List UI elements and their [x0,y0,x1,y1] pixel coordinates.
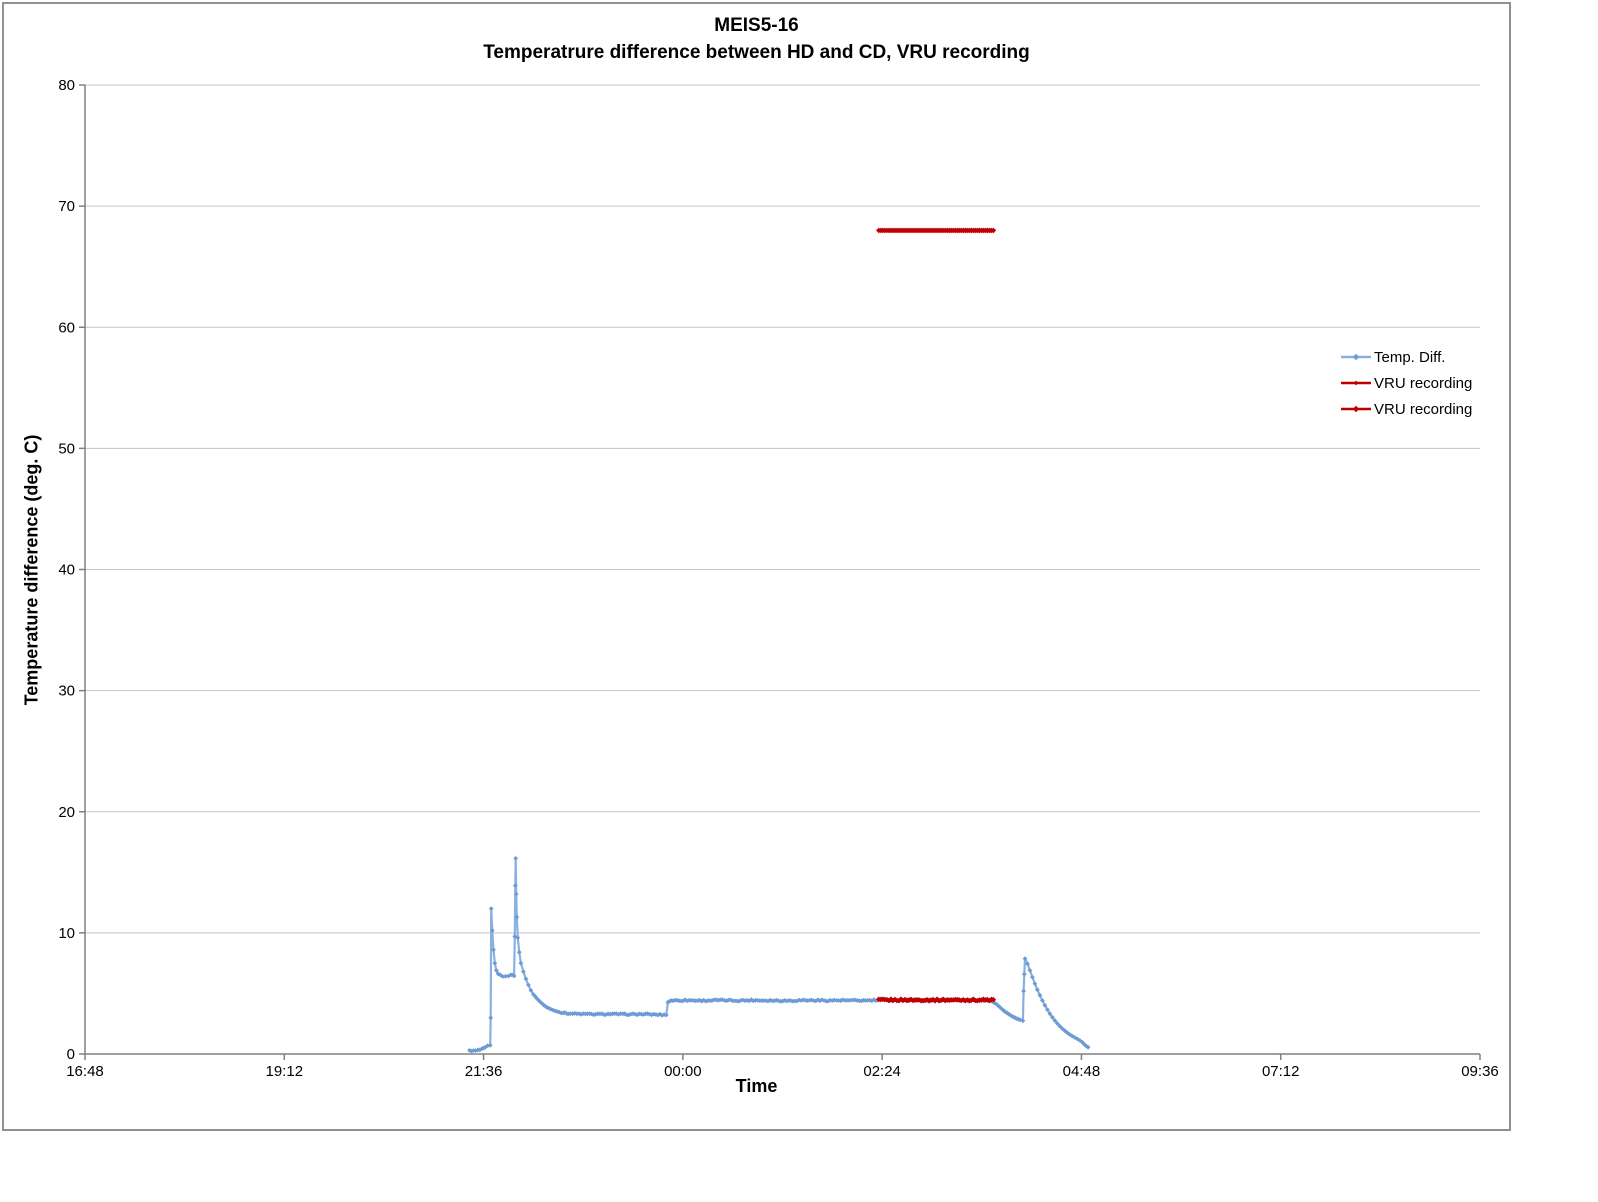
y-tick-label: 30 [58,683,75,700]
series-vru-recording-low-markers [876,996,997,1004]
series-vru-recording-high-markers [876,227,997,234]
x-tick-label: 00:00 [664,1063,702,1080]
legend-marker-icon [1341,353,1371,361]
legend-label: Temp. Diff. [1374,348,1446,366]
y-axis-title: Temperature difference (deg. C) [21,434,42,706]
series-temp-diff-markers [467,856,1091,1054]
legend-item-1: VRU recording [1340,370,1472,396]
y-tick-label: 40 [58,562,75,579]
x-tick-label: 07:12 [1262,1063,1300,1080]
legend-marker-icon [1341,405,1371,413]
chart-title: MEIS5-16 [714,15,799,36]
y-tick-label: 0 [67,1046,75,1063]
x-tick-label: 21:36 [465,1063,503,1080]
legend-marker-icon [1341,380,1371,386]
legend-item-0: Temp. Diff. [1340,344,1472,370]
chart-frame: MEIS5-16 Temperatrure difference between… [2,2,1511,1131]
legend-label: VRU recording [1374,374,1473,392]
x-tick-label: 09:36 [1461,1063,1499,1080]
x-tick-label: 16:48 [66,1063,104,1080]
legend: Temp. Diff. VRU recording VRU recording [1340,344,1472,422]
x-tick-label: 19:12 [266,1063,304,1080]
y-tick-label: 80 [58,77,75,94]
chart-subtitle: Temperatrure difference between HD and C… [483,42,1030,63]
y-tick-label: 20 [58,804,75,821]
legend-item-2: VRU recording [1340,396,1472,422]
x-tick-label: 04:48 [1063,1063,1101,1080]
y-tick-label: 10 [58,925,75,942]
series-temp-diff-line [469,857,1089,1053]
y-tick-label: 60 [58,319,75,336]
chart-title-block: MEIS5-16 Temperatrure difference between… [4,12,1509,66]
x-tick-label: 02:24 [863,1063,901,1080]
legend-label: VRU recording [1374,400,1473,418]
y-tick-label: 70 [58,198,75,215]
x-axis-title: Time [735,1076,778,1096]
y-tick-label: 50 [58,440,75,457]
plot-area: 0 10 20 30 40 50 60 70 80 16:48 19:12 21:36 00:00 02:… [58,77,1499,1080]
